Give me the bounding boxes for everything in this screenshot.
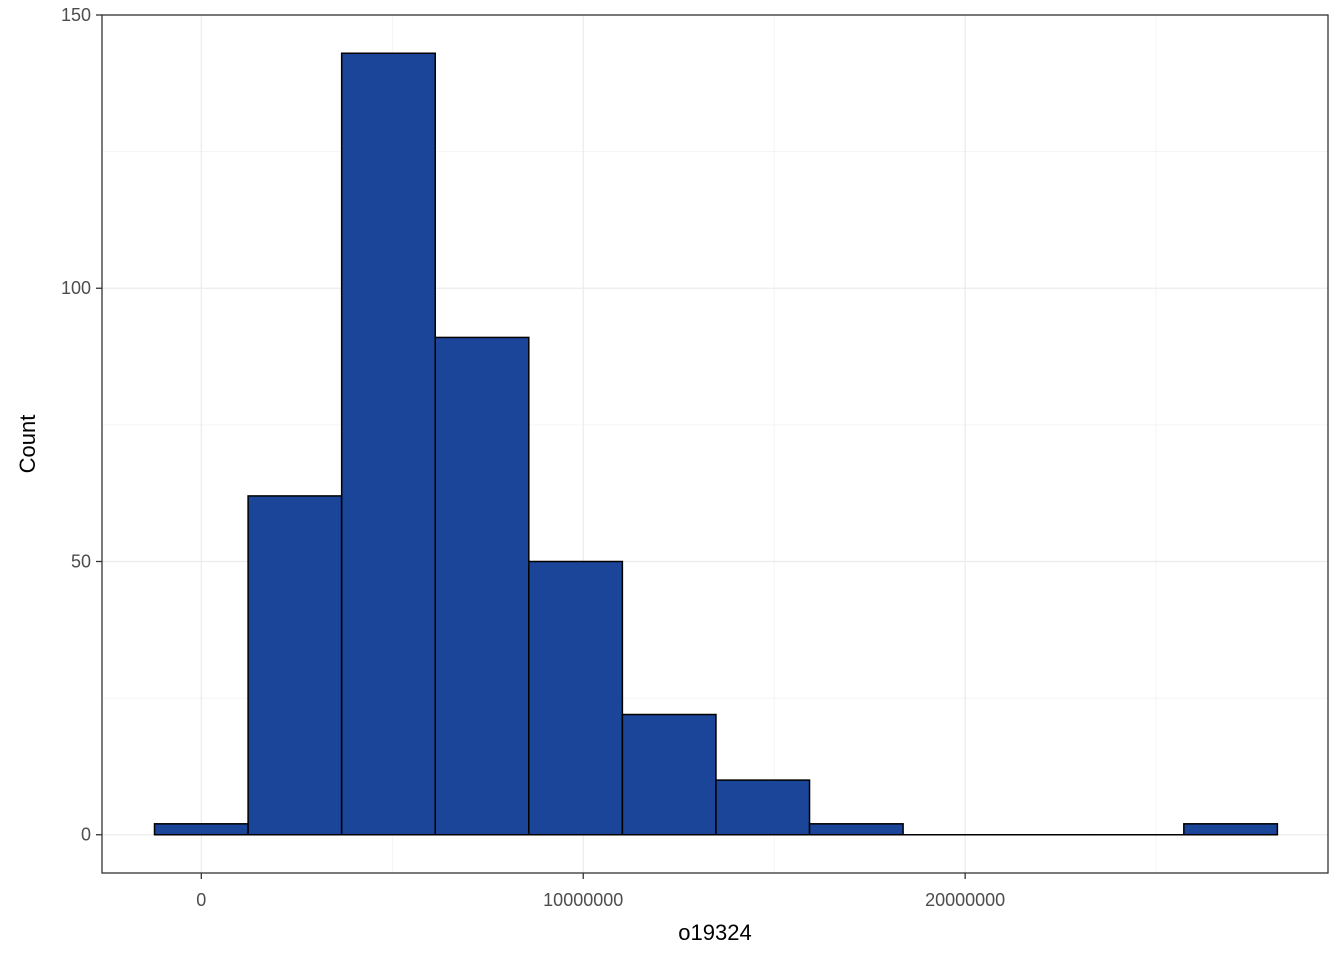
histogram-bars [153,52,1279,836]
y-tick-label: 50 [71,551,91,571]
y-tick-label: 100 [61,278,91,298]
x-tick-label: 20000000 [925,890,1005,910]
histogram-bar-2 [247,495,343,836]
histogram-bar-5 [528,560,624,836]
histogram-bar-12 [1183,823,1279,836]
y-axis-title: Count [15,415,40,474]
x-tick-label: 10000000 [543,890,623,910]
y-tick-label: 0 [81,825,91,845]
histogram-bar-1 [153,823,249,836]
histogram-bar-4 [434,336,530,836]
axis-ticks: 0 10000000 20000000 0 50 100 150 [61,5,1005,910]
histogram-bar-3 [340,52,436,836]
histogram-bar-8 [808,823,904,836]
x-tick-label: 0 [196,890,206,910]
y-tick-label: 150 [61,5,91,25]
plot-panel-border [101,14,1329,874]
x-axis-title: o19324 [678,920,751,945]
histogram-bar-7 [715,779,811,836]
histogram-bar-6 [621,713,717,836]
